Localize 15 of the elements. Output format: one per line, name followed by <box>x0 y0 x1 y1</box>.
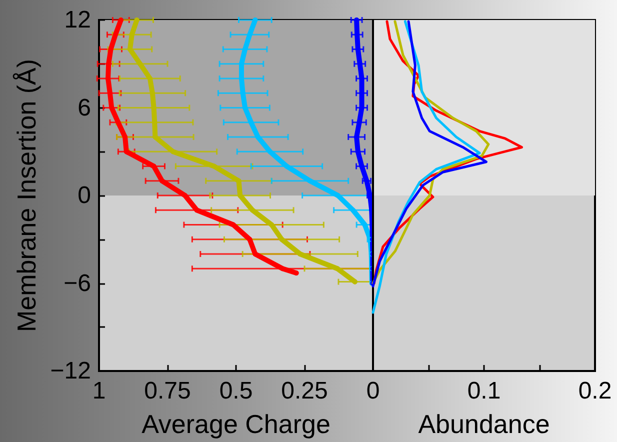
x-tick-label: 0.25 <box>281 378 328 404</box>
y-tick-label: 6 <box>78 94 91 122</box>
x-tick-label: 0.1 <box>467 378 501 404</box>
y-tick-label: 12 <box>64 6 91 34</box>
x-tick-label: 0.5 <box>219 378 253 404</box>
y-tick-label: −6 <box>64 270 91 297</box>
y-tick-label: 0 <box>78 182 91 209</box>
y-axis-title: Membrane Insertion (Å) <box>11 58 42 332</box>
x-tick-label: 1 <box>92 378 106 404</box>
x-tick-label: 0.2 <box>578 378 612 404</box>
x-axis-title: Abundance <box>418 409 550 439</box>
x-tick-label: 0 <box>366 378 380 404</box>
x-tick-label: 0.75 <box>144 378 191 404</box>
y-tick-label: −12 <box>50 358 91 384</box>
x-axis-title: Average Charge <box>142 409 330 439</box>
